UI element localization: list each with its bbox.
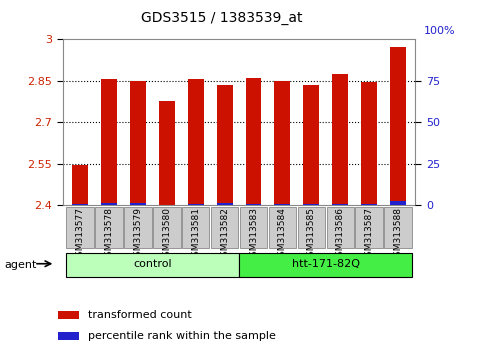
Bar	[159, 101, 175, 205]
Text: GSM313578: GSM313578	[104, 207, 114, 262]
Text: GDS3515 / 1383539_at: GDS3515 / 1383539_at	[142, 11, 303, 25]
Bar	[303, 85, 319, 205]
FancyBboxPatch shape	[66, 207, 94, 248]
Text: GSM313583: GSM313583	[249, 207, 258, 262]
Bar	[188, 79, 204, 205]
Text: GSM313586: GSM313586	[336, 207, 345, 262]
FancyBboxPatch shape	[239, 253, 412, 276]
Bar	[72, 165, 88, 205]
Text: GSM313584: GSM313584	[278, 207, 287, 262]
Text: 100%: 100%	[424, 26, 455, 36]
FancyBboxPatch shape	[211, 207, 239, 248]
FancyBboxPatch shape	[269, 207, 296, 248]
Bar	[130, 204, 146, 205]
Text: control: control	[133, 259, 171, 269]
Bar	[245, 204, 261, 205]
Text: transformed count: transformed count	[88, 310, 192, 320]
Text: GSM313580: GSM313580	[162, 207, 171, 262]
Text: GSM313581: GSM313581	[191, 207, 200, 262]
Bar	[217, 204, 233, 205]
Bar	[332, 74, 348, 205]
FancyBboxPatch shape	[153, 207, 181, 248]
FancyBboxPatch shape	[182, 207, 210, 248]
Bar	[332, 204, 348, 205]
Bar	[101, 79, 117, 205]
FancyBboxPatch shape	[327, 207, 354, 248]
Bar	[130, 80, 146, 205]
Bar	[390, 201, 406, 205]
FancyBboxPatch shape	[66, 253, 239, 276]
FancyBboxPatch shape	[124, 207, 152, 248]
Bar	[361, 82, 377, 205]
Text: agent: agent	[5, 260, 37, 270]
FancyBboxPatch shape	[298, 207, 325, 248]
Bar	[390, 47, 406, 205]
Bar	[274, 80, 290, 205]
FancyBboxPatch shape	[95, 207, 123, 248]
FancyBboxPatch shape	[240, 207, 267, 248]
Bar	[58, 332, 79, 340]
FancyBboxPatch shape	[384, 207, 412, 248]
Text: GSM313585: GSM313585	[307, 207, 316, 262]
Bar	[188, 204, 204, 205]
Text: GSM313588: GSM313588	[394, 207, 402, 262]
FancyBboxPatch shape	[355, 207, 383, 248]
Text: percentile rank within the sample: percentile rank within the sample	[88, 331, 276, 341]
Text: htt-171-82Q: htt-171-82Q	[292, 259, 360, 269]
Bar	[217, 85, 233, 205]
Bar	[58, 311, 79, 319]
Text: GSM313582: GSM313582	[220, 207, 229, 262]
Bar	[274, 204, 290, 205]
Text: GSM313577: GSM313577	[76, 207, 85, 262]
Bar	[245, 78, 261, 205]
Bar	[101, 204, 117, 205]
Text: GSM313579: GSM313579	[133, 207, 142, 262]
Text: GSM313587: GSM313587	[365, 207, 374, 262]
